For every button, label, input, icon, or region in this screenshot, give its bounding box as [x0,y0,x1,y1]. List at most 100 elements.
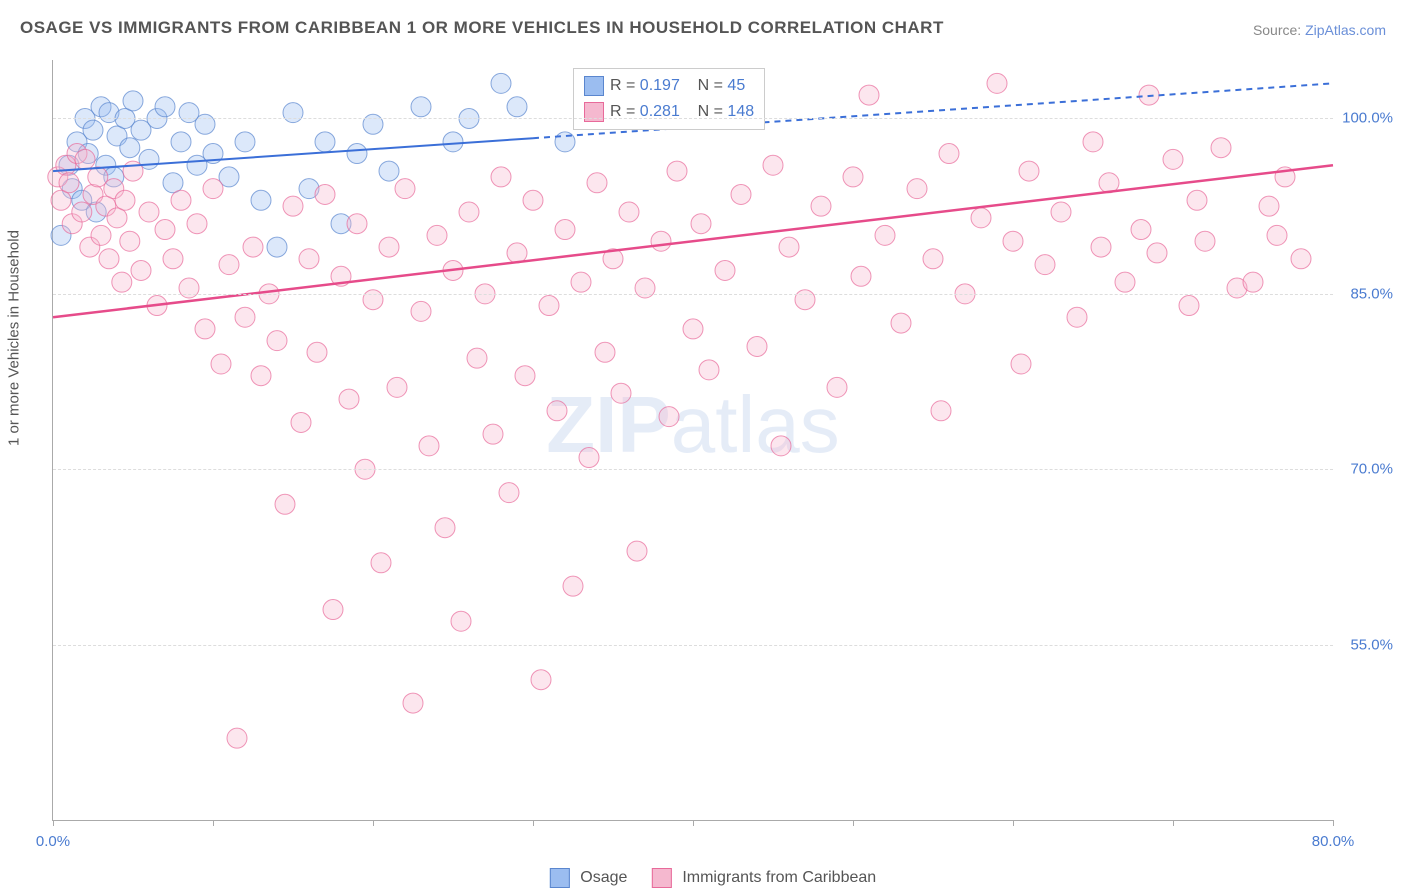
x-tick [1173,820,1174,826]
data-point [363,114,383,134]
data-point [115,190,135,210]
data-point [931,401,951,421]
data-point [51,190,71,210]
x-tick [1013,820,1014,826]
data-point [971,208,991,228]
legend-swatch [652,868,672,888]
data-point [307,342,327,362]
data-point [763,155,783,175]
data-point [1195,231,1215,251]
data-point [1067,307,1087,327]
data-point [843,167,863,187]
data-point [579,448,599,468]
data-point [891,313,911,333]
x-tick [853,820,854,826]
data-point [163,173,183,193]
data-point [811,196,831,216]
data-point [243,237,263,257]
data-point [171,190,191,210]
y-tick-label: 100.0% [1342,110,1393,127]
data-point [547,401,567,421]
data-point [155,220,175,240]
data-point [1267,225,1287,245]
data-point [467,348,487,368]
data-point [555,132,575,152]
data-point [123,91,143,111]
data-point [635,278,655,298]
data-point [627,541,647,561]
data-point [907,179,927,199]
data-point [1115,272,1135,292]
data-point [91,225,111,245]
data-point [59,173,79,193]
data-point [747,336,767,356]
y-tick-label: 55.0% [1350,636,1393,653]
data-point [235,132,255,152]
data-point [771,436,791,456]
legend-row: R = 0.197 N = 45 [584,73,754,99]
data-point [563,576,583,596]
x-tick-label: 80.0% [1312,833,1355,850]
data-point [211,354,231,374]
data-point [1083,132,1103,152]
data-point [451,611,471,631]
data-point [155,97,175,117]
x-tick [693,820,694,826]
data-point [483,424,503,444]
data-point [731,184,751,204]
data-point [435,518,455,538]
data-point [587,173,607,193]
data-point [419,436,439,456]
data-point [611,383,631,403]
legend-swatch [550,868,570,888]
data-point [851,266,871,286]
data-point [347,144,367,164]
data-point [163,249,183,269]
data-point [363,290,383,310]
data-point [1051,202,1071,222]
data-point [507,97,527,117]
data-point [131,260,151,280]
x-tick [373,820,374,826]
x-tick-label: 0.0% [36,833,70,850]
data-point [427,225,447,245]
gridline-h [53,118,1333,119]
data-point [539,296,559,316]
data-point [515,366,535,386]
data-point [555,220,575,240]
chart-svg [53,60,1333,820]
data-point [491,73,511,93]
data-point [275,494,295,514]
data-point [112,272,132,292]
data-point [1291,249,1311,269]
data-point [715,260,735,280]
data-point [395,179,415,199]
data-point [120,231,140,251]
y-tick-label: 70.0% [1350,461,1393,478]
data-point [379,161,399,181]
data-point [267,331,287,351]
data-point [939,144,959,164]
data-point [179,278,199,298]
data-point [72,202,92,222]
data-point [283,196,303,216]
data-point [1211,138,1231,158]
data-point [139,202,159,222]
data-point [1131,220,1151,240]
data-point [323,600,343,620]
source-link[interactable]: ZipAtlas.com [1305,22,1386,38]
data-point [107,208,127,228]
data-point [875,225,895,245]
data-point [99,249,119,269]
data-point [387,377,407,397]
legend-stats-box: R = 0.197 N = 45R = 0.281 N = 148 [573,68,765,130]
data-point [299,249,319,269]
data-point [315,132,335,152]
data-point [120,138,140,158]
data-point [339,389,359,409]
y-axis-label: 1 or more Vehicles in Household [6,230,23,446]
legend-label: Osage [576,869,632,886]
data-point [795,290,815,310]
legend-row: R = 0.281 N = 148 [584,99,754,125]
data-point [827,377,847,397]
